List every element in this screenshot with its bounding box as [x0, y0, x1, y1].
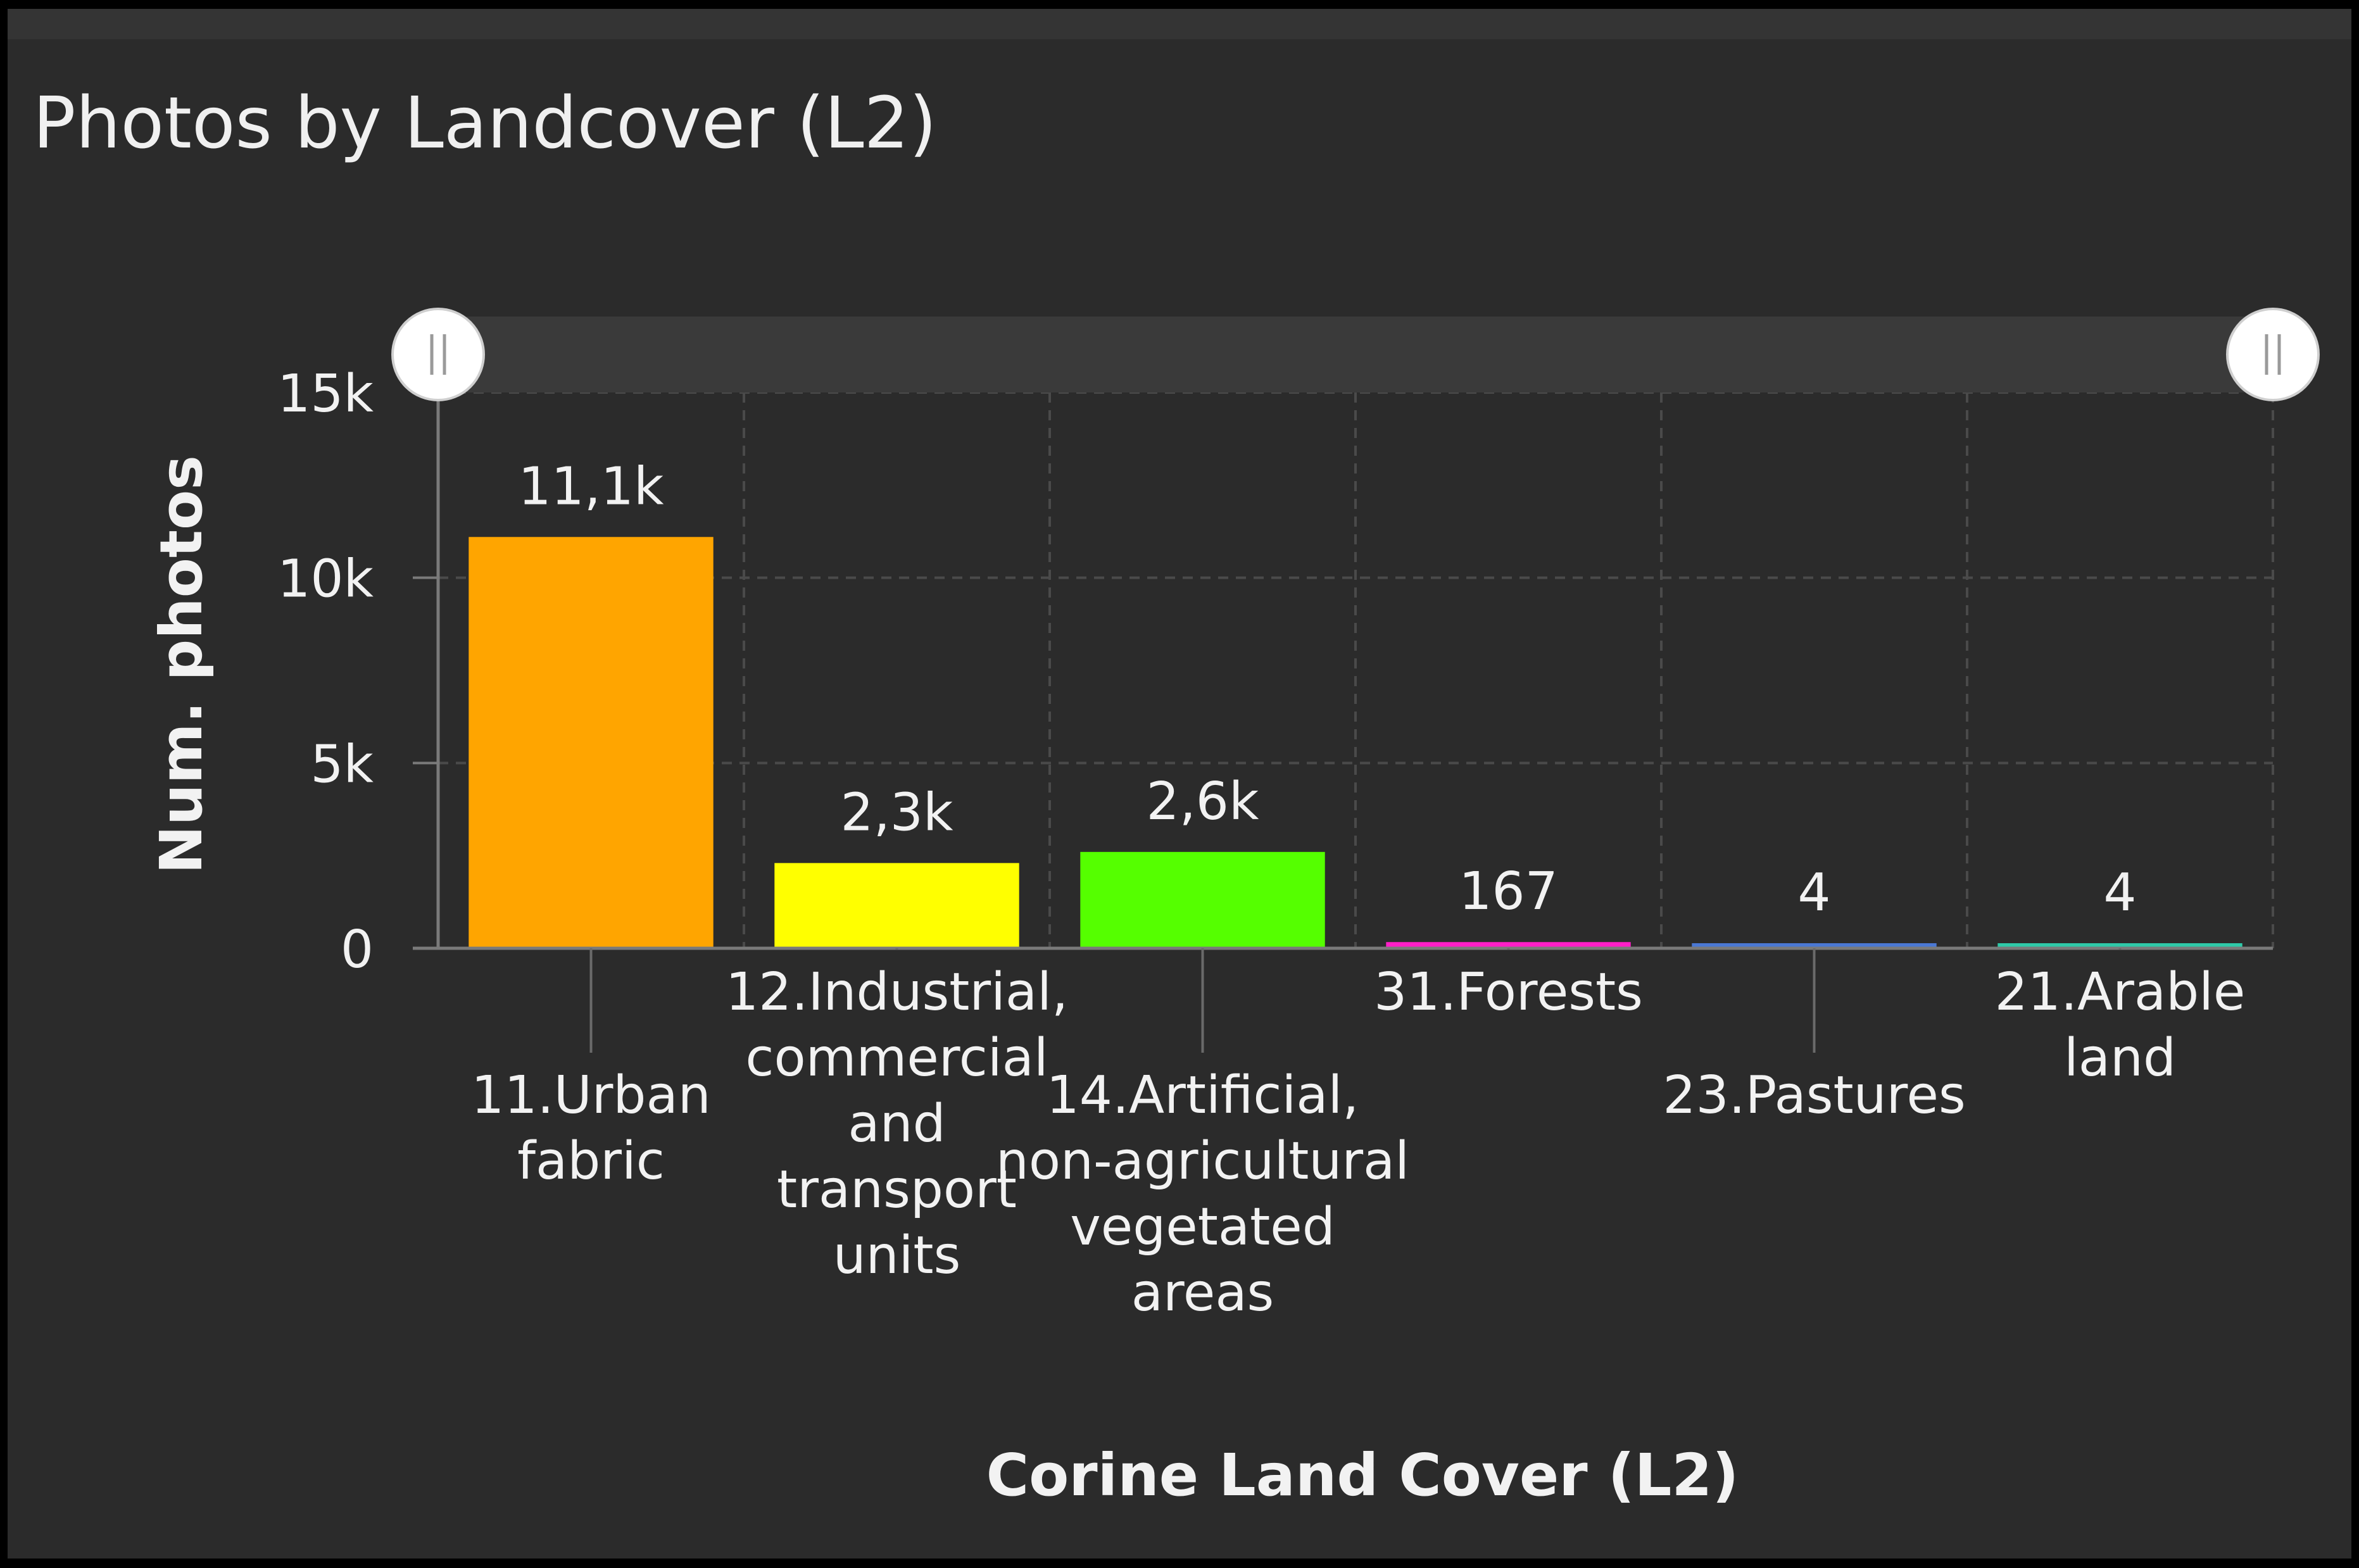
bar[interactable] [1997, 943, 2243, 948]
data-label: 11,1k [518, 456, 664, 517]
category-label: 31.Forests [1374, 962, 1643, 1022]
range-slider-handle-left[interactable] [391, 308, 485, 401]
y-tick-labels: 0 5k 10k 15k [277, 364, 374, 980]
y-tick-label: 10k [277, 549, 374, 610]
data-label: 4 [2103, 863, 2136, 923]
y-axis-title: Num. photos [148, 455, 215, 874]
x-axis-title: Corine Land Cover (L2) [986, 1441, 1739, 1509]
bar[interactable] [774, 863, 1019, 948]
category-label: 12.Industrial, commercial and transport unit… [726, 962, 1068, 1286]
data-label: 2,6k [1147, 772, 1259, 832]
chart-panel [8, 9, 2351, 1559]
category-label: 21.Arable land [1995, 962, 2246, 1088]
data-label: 2,3k [841, 782, 953, 843]
range-slider-handle-right[interactable] [2226, 308, 2320, 401]
category-label: 23.Pastures [1663, 1065, 1965, 1126]
bar[interactable] [469, 537, 714, 948]
bar[interactable] [1692, 943, 1937, 948]
data-label: 167 [1459, 862, 1558, 922]
bar[interactable] [1080, 851, 1325, 948]
bar[interactable] [1386, 942, 1631, 948]
data-label: 4 [1797, 863, 1830, 923]
y-tick-label: 0 [341, 920, 374, 980]
data-labels: 11,1k 2,3k 2,6k 167 4 4 [518, 456, 2136, 923]
panel-header-strip [8, 9, 2351, 39]
range-slider[interactable] [391, 308, 2320, 401]
category-label: 14.Artificial, non-agricultural vegetated a… [996, 1065, 1409, 1323]
category-label: 11.Urban fabric [471, 1065, 710, 1191]
range-slider-track[interactable] [438, 317, 2273, 392]
y-tick-label: 5k [310, 734, 374, 794]
chart-title: Photos by Landcover (L2) [33, 82, 937, 165]
bars [469, 537, 2243, 948]
y-tick-label: 15k [277, 364, 374, 424]
